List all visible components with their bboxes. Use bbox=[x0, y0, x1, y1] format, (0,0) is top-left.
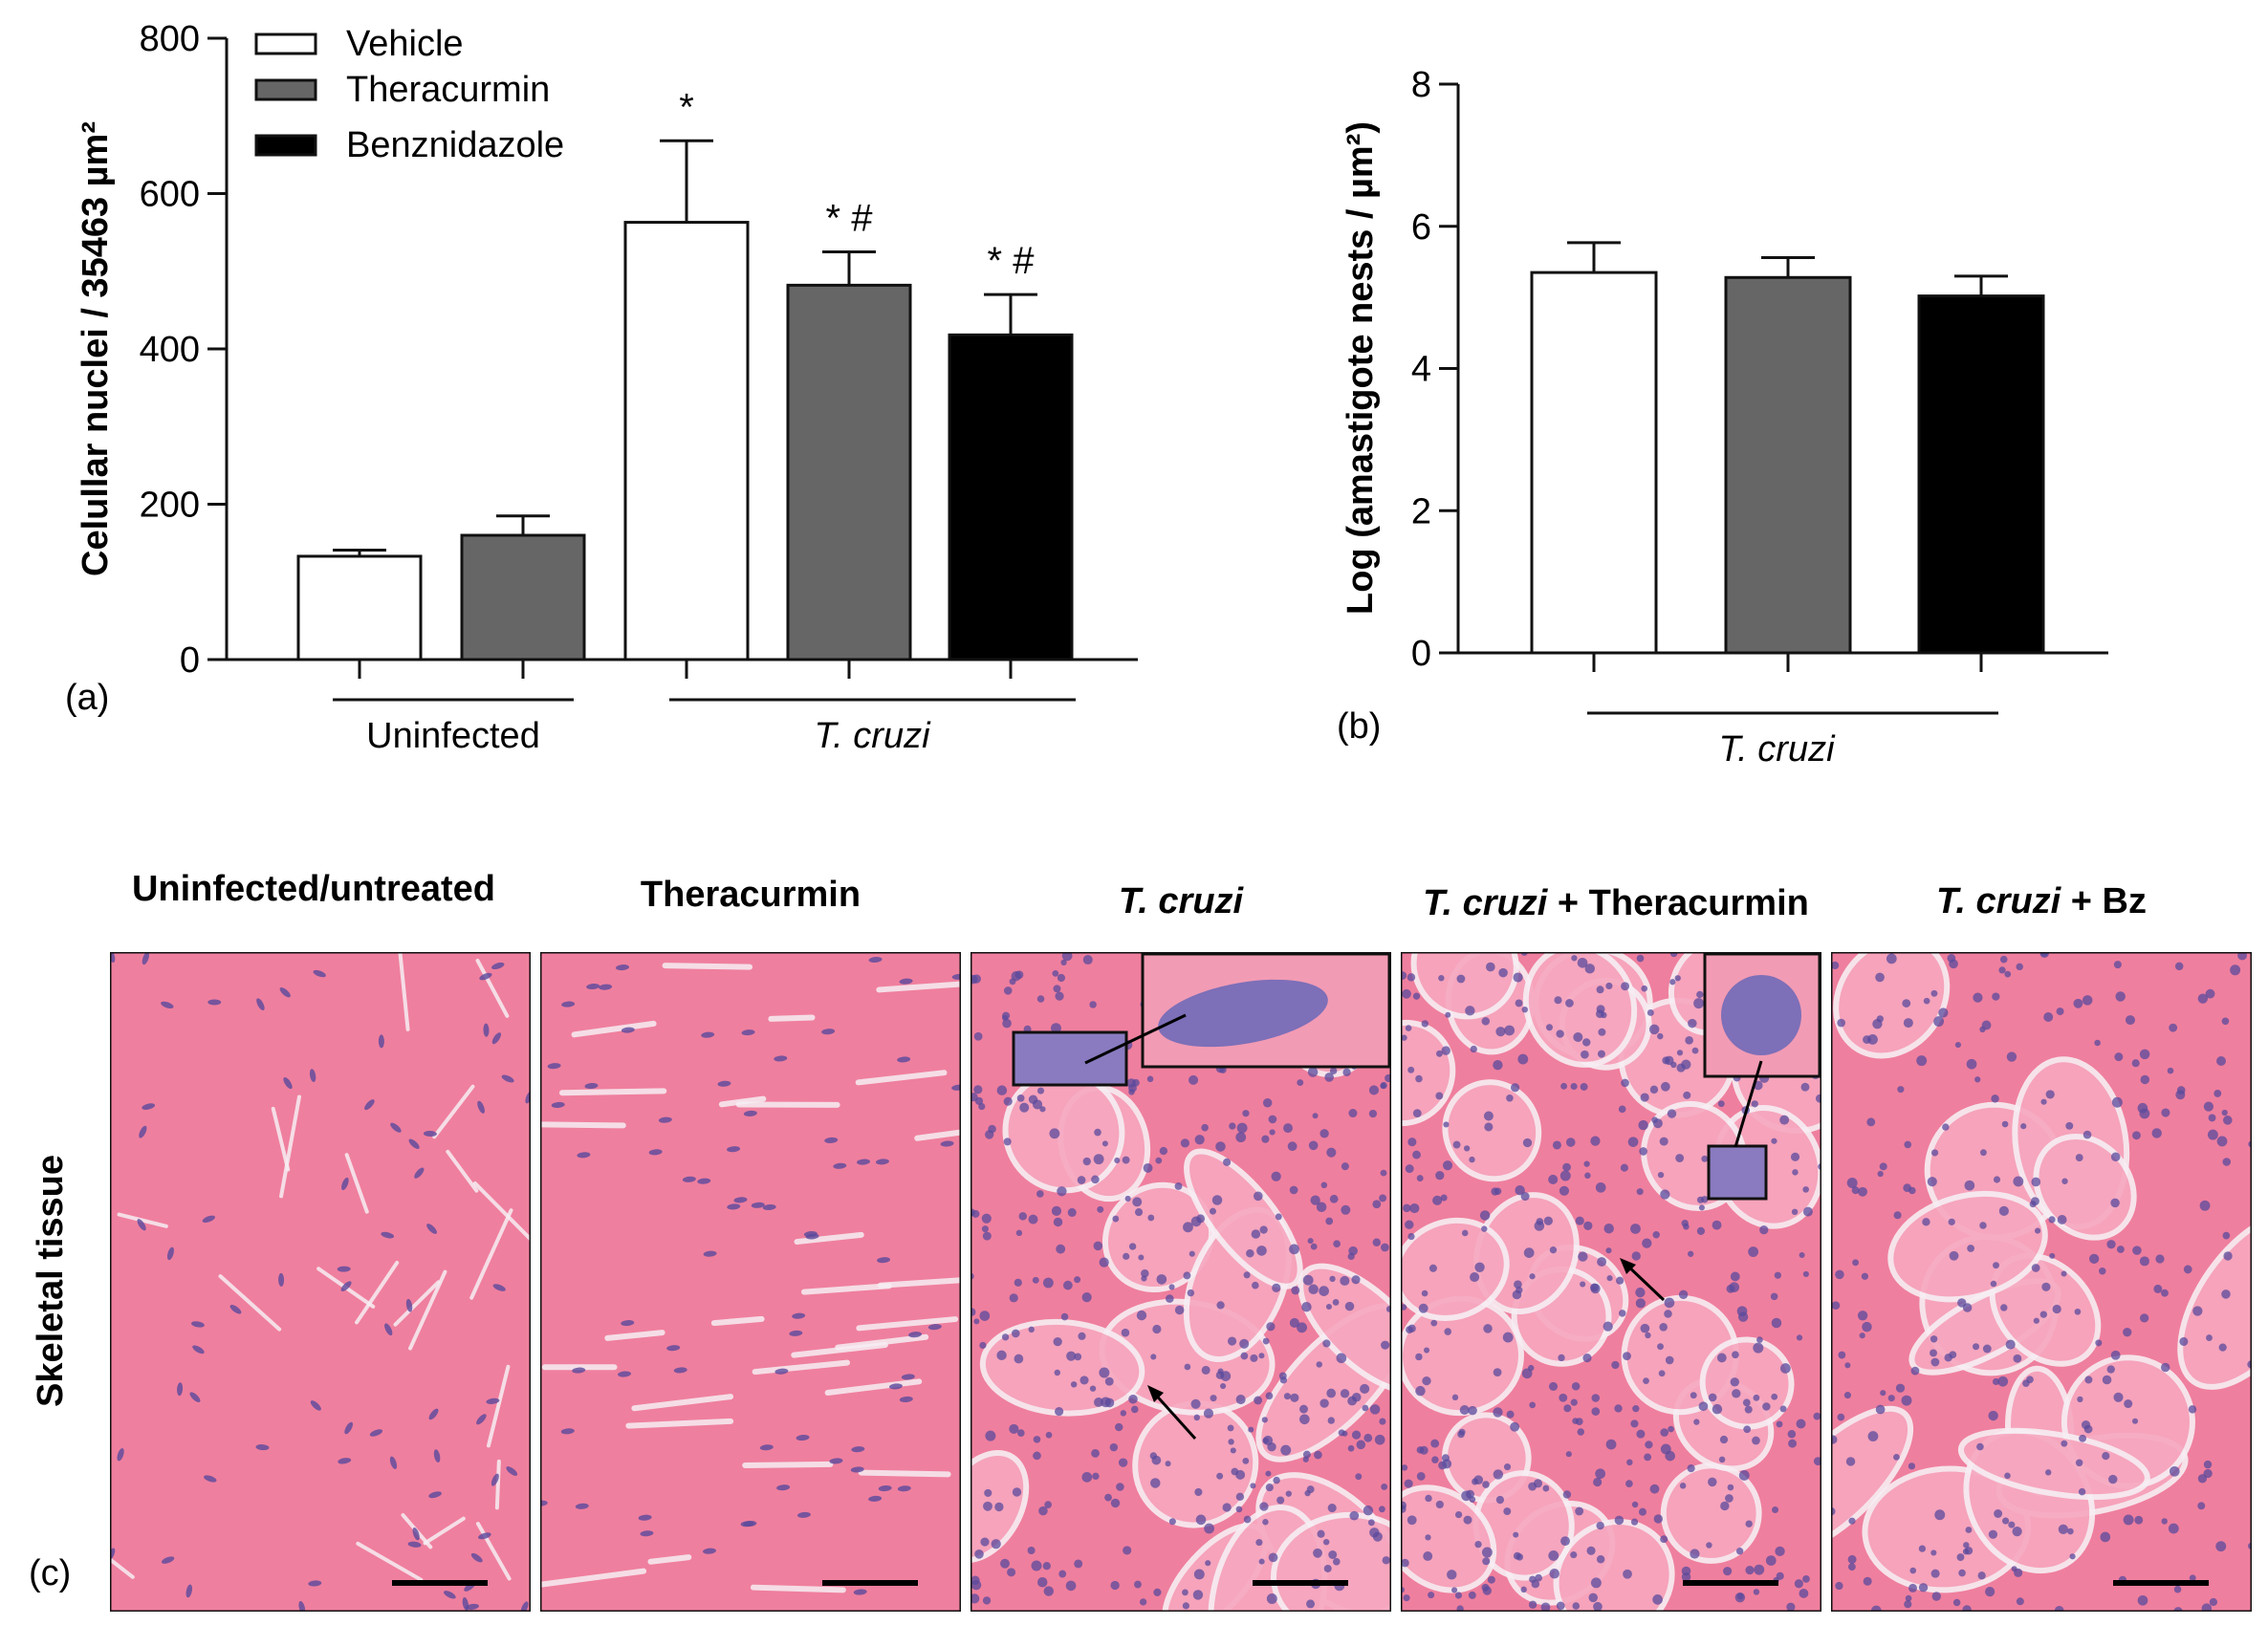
legend-label-vehicle: Vehicle bbox=[346, 24, 464, 64]
row-label: Skeletal tissue bbox=[31, 1155, 71, 1407]
bar-a-3: * # bbox=[786, 197, 912, 679]
y-tick-label-a-0: 0 bbox=[180, 640, 200, 681]
significance-a-4: * # bbox=[988, 240, 1036, 282]
legend-label-theracurmin: Theracurmin bbox=[346, 70, 550, 110]
bar-rect-a-0 bbox=[296, 554, 423, 661]
bar-a-0 bbox=[296, 548, 423, 679]
bar-a-4: * # bbox=[948, 240, 1074, 679]
legend-swatch-vehicle bbox=[254, 32, 317, 55]
panel-label-c: (c) bbox=[29, 1553, 71, 1593]
histology-title-4: T. cruzi + Theracurmin bbox=[1423, 883, 1809, 923]
bar-rect-b-2 bbox=[1917, 294, 2045, 655]
inset-nest-3 bbox=[1158, 979, 1328, 1048]
legend-swatch-benznidazole bbox=[254, 134, 317, 157]
infiltrate-arrowhead-3 bbox=[1147, 1385, 1164, 1402]
inset-arrow-4 bbox=[1734, 1060, 1763, 1148]
bar-rect-a-4 bbox=[948, 333, 1074, 661]
infiltrate-arrow-3 bbox=[1150, 1389, 1197, 1441]
histology-image-1 bbox=[110, 952, 531, 1612]
y-axis-label-a: Celullar nuclei / 35463 µm² bbox=[76, 121, 116, 576]
significance-a-2: * bbox=[679, 86, 694, 128]
bar-rect-a-2 bbox=[623, 221, 750, 661]
y-tick-label-a-4: 800 bbox=[140, 19, 200, 59]
legend-a: Vehicle Theracurmin Benznidazole bbox=[254, 24, 564, 165]
histology-title-1: Uninfected/untreated bbox=[132, 869, 495, 909]
group-label-tcruzi-a: T. cruzi bbox=[814, 716, 931, 756]
bar-b-1 bbox=[1724, 255, 1852, 672]
bar-rect-a-1 bbox=[460, 533, 586, 661]
bar-b-2 bbox=[1917, 274, 2045, 672]
y-tick-label-a-2: 400 bbox=[140, 330, 200, 370]
significance-a-3: * # bbox=[826, 197, 874, 239]
bar-rect-a-3 bbox=[786, 283, 912, 661]
group-label-tcruzi-b: T. cruzi bbox=[1718, 729, 1836, 769]
y-tick-label-b-2: 4 bbox=[1411, 350, 1431, 390]
y-tick-label-b-3: 6 bbox=[1411, 207, 1431, 248]
y-tick-label-a-3: 600 bbox=[140, 175, 200, 215]
group-label-uninfected: Uninfected bbox=[366, 716, 540, 756]
histology-panel: (c) Skeletal tissue Uninfected/untreated… bbox=[29, 869, 2252, 1612]
chart-b: 0 2 4 6 8 Log (amastigote nests / µm²) (b) T… bbox=[1337, 65, 2108, 769]
bar-rect-b-1 bbox=[1724, 275, 1852, 655]
panel-label-a: (a) bbox=[65, 678, 109, 718]
histology-annotations bbox=[1012, 952, 1821, 1441]
y-axis-label-b: Log (amastigote nests / µm²) bbox=[1341, 121, 1381, 615]
inset-nest-4 bbox=[1721, 975, 1801, 1055]
amastigote-box-3 bbox=[1012, 1030, 1128, 1087]
histology-title-5: T. cruzi + Bz bbox=[1936, 881, 2147, 921]
infiltrate-arrow-4 bbox=[1624, 1262, 1666, 1302]
histology-image-5 bbox=[1831, 952, 2252, 1612]
y-tick-label-b-1: 2 bbox=[1411, 491, 1431, 531]
histology-title-3: T. cruzi bbox=[1119, 881, 1245, 921]
chart-a: 0 200 400 600 800 * * # * # Celullar nuclei / … bbox=[65, 19, 1138, 756]
inset-arrow-3 bbox=[1084, 1013, 1187, 1065]
bar-rect-b-0 bbox=[1530, 271, 1658, 655]
bar-b-0 bbox=[1530, 241, 1658, 672]
y-tick-label-b-0: 0 bbox=[1411, 634, 1431, 674]
legend-label-benznidazole: Benznidazole bbox=[346, 125, 564, 165]
bar-a-2: * bbox=[623, 86, 750, 679]
histology-image-2 bbox=[540, 952, 961, 1612]
amastigote-box-4 bbox=[1707, 1144, 1768, 1201]
y-tick-label-b-4: 8 bbox=[1411, 65, 1431, 105]
histology-title-2: Theracurmin bbox=[641, 875, 861, 915]
panel-label-b: (b) bbox=[1337, 706, 1381, 747]
infiltrate-arrowhead-4 bbox=[1620, 1258, 1636, 1274]
legend-swatch-theracurmin bbox=[254, 78, 317, 101]
bar-a-1 bbox=[460, 514, 586, 679]
y-tick-label-a-1: 200 bbox=[140, 486, 200, 526]
